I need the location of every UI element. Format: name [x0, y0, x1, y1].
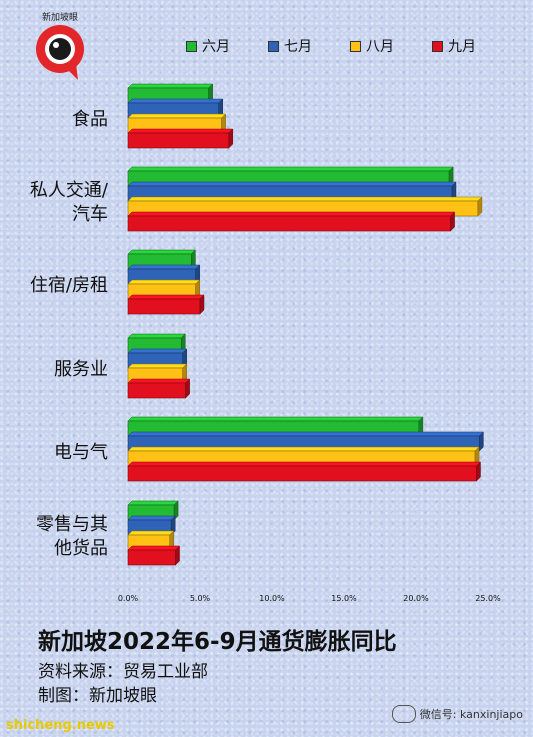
legend-label: 九月 [448, 39, 476, 55]
category-label: 服务业 [54, 359, 108, 380]
legend-swatch [186, 40, 197, 52]
credit-line: 制图：新加坡眼 [38, 686, 157, 706]
x-tick-label: 10.0% [259, 594, 285, 603]
legend-label: 七月 [284, 39, 312, 55]
legend-item: 六月 [186, 36, 268, 56]
title-block: 新加坡2022年6-9月通货膨胀同比 资料来源：贸易工业部 制图：新加坡眼 [38, 622, 397, 708]
wechat-id: 微信号: kanxinjiapo [419, 708, 523, 721]
category-label: 食品 [72, 109, 108, 130]
legend-swatch [432, 40, 443, 52]
logo: 新加坡眼 [30, 10, 90, 80]
x-tick-labels: 0.0% 5.0% 10.0% 15.0% 20.0% 25.0% [118, 594, 501, 603]
legend-swatch [268, 40, 279, 52]
x-tick-label: 0.0% [118, 594, 139, 603]
x-tick-label: 20.0% [403, 594, 429, 603]
category-label: 他货品 [54, 538, 108, 559]
legend-item: 七月 [268, 36, 350, 56]
legend-swatch [350, 40, 361, 52]
source-line: 资料来源：贸易工业部 [38, 662, 208, 682]
legend-label: 八月 [366, 39, 394, 55]
x-tick-label: 15.0% [331, 594, 357, 603]
wechat-watermark: 微信号: kanxinjiapo [391, 705, 523, 723]
category-label: 汽车 [72, 204, 108, 225]
eye-logo-icon [36, 25, 84, 80]
legend-item: 九月 [432, 36, 514, 56]
legend-label: 六月 [202, 39, 230, 55]
wechat-icon [391, 705, 416, 723]
bars [127, 83, 484, 566]
bar [127, 294, 205, 315]
x-tick-label: 25.0% [475, 594, 501, 603]
chart-title: 新加坡2022年6-9月通货膨胀同比 [38, 629, 397, 655]
bar [127, 461, 482, 482]
category-label: 住宿/房租 [30, 275, 108, 296]
bar [127, 545, 181, 566]
category-label: 零售与其 [36, 514, 108, 535]
site-watermark: shicheng.news [6, 718, 115, 733]
legend-item: 八月 [350, 36, 432, 56]
bar [127, 128, 234, 149]
legend: 六月 七月 八月 九月 [186, 36, 514, 56]
bar [127, 211, 456, 232]
x-tick-label: 5.0% [190, 594, 211, 603]
logo-brand-text: 新加坡眼 [41, 13, 78, 23]
bar [127, 378, 191, 399]
category-label: 电与气 [54, 442, 108, 463]
category-label: 私人交通/ [30, 180, 109, 201]
